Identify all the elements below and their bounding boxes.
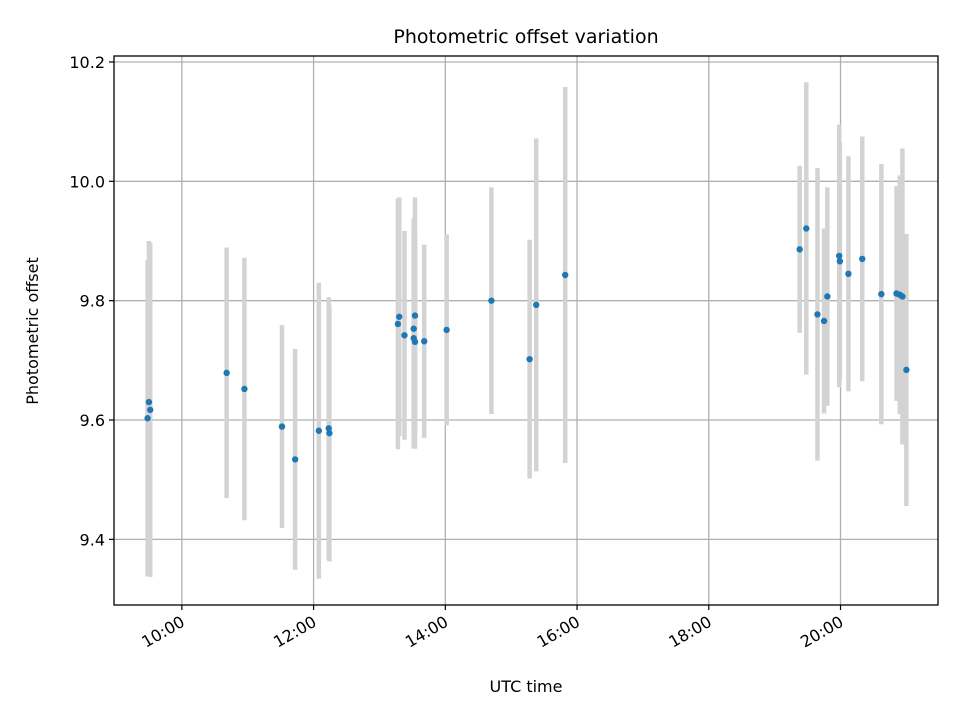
data-point — [411, 338, 419, 346]
y-axis-label: Photometric offset — [23, 257, 42, 405]
data-point — [814, 311, 821, 318]
data-point — [836, 258, 844, 265]
data-point — [223, 369, 230, 377]
plot-area-background — [114, 56, 938, 605]
y-tick-label: 10.0 — [69, 172, 105, 191]
point-layer — [144, 225, 910, 463]
data-point — [278, 423, 286, 430]
data-point — [859, 255, 866, 263]
y-tick-label: 9.4 — [80, 530, 105, 549]
data-point — [411, 312, 419, 319]
data-point — [533, 301, 540, 309]
x-axis-label: UTC time — [490, 677, 563, 696]
data-point — [488, 297, 495, 304]
data-point — [144, 415, 151, 422]
data-point — [824, 293, 831, 300]
data-point — [421, 338, 428, 345]
data-point — [845, 270, 852, 278]
data-point — [396, 313, 403, 320]
data-point — [903, 366, 910, 374]
y-tick-label: 9.6 — [80, 411, 105, 430]
data-point — [241, 385, 248, 393]
data-point — [878, 290, 885, 298]
data-point — [394, 320, 402, 328]
y-tick-label: 10.2 — [69, 53, 105, 72]
data-point — [291, 456, 299, 463]
data-point — [147, 406, 154, 414]
data-point — [326, 429, 333, 437]
data-point — [145, 398, 153, 406]
y-tick-label: 9.8 — [80, 292, 105, 311]
data-point — [325, 425, 332, 432]
data-point — [443, 326, 450, 334]
data-point — [401, 332, 408, 339]
data-point — [526, 355, 533, 363]
data-point — [820, 317, 828, 325]
chart-title: Photometric offset variation — [393, 26, 658, 48]
data-point — [410, 325, 417, 332]
data-point — [796, 246, 803, 253]
data-point — [315, 427, 323, 434]
data-point — [561, 271, 569, 279]
data-point — [835, 252, 843, 260]
plot-frame — [113, 55, 939, 606]
data-point — [803, 225, 810, 232]
data-point — [899, 293, 906, 300]
